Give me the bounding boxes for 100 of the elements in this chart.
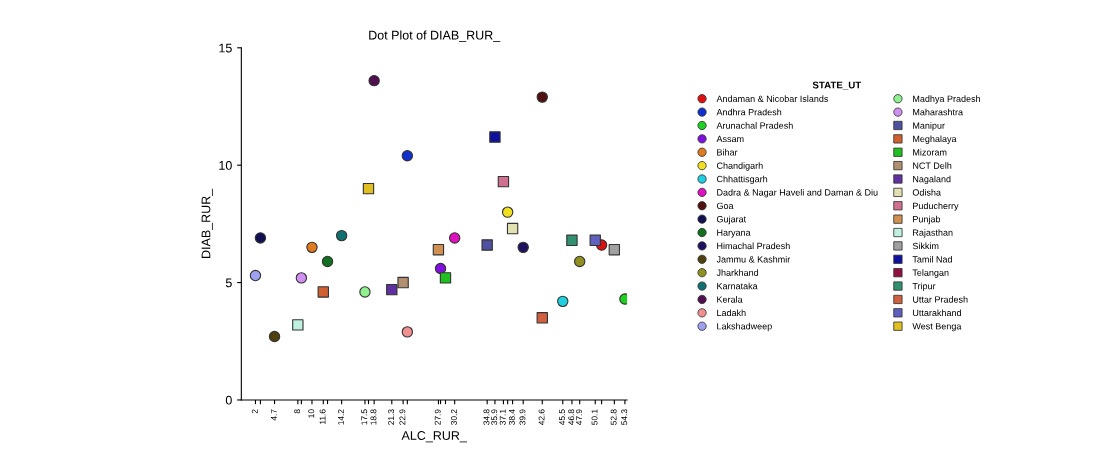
legend-label: Mizoram xyxy=(913,148,947,156)
point xyxy=(448,232,461,244)
legend-label: Uttarakhand xyxy=(913,309,961,317)
x-tick-label: 50.1 xyxy=(591,409,598,425)
legend-label: Dadra & Nagar Haveli and Daman & Diu xyxy=(717,189,878,198)
x-tick-label: 46.8 xyxy=(568,409,575,426)
point xyxy=(386,283,398,296)
x-tick-label: 52.8 xyxy=(610,409,617,425)
legend-label: NCT Delh xyxy=(913,162,952,169)
x-tick-label: 4.7 xyxy=(270,409,277,421)
point xyxy=(589,234,601,247)
legend-label: Lakshadweep xyxy=(717,322,772,332)
y-tick-label: 15 xyxy=(219,43,232,53)
point xyxy=(506,222,519,235)
x-tick-label: 38.4 xyxy=(508,409,515,425)
point xyxy=(295,272,308,284)
point xyxy=(397,276,409,289)
point xyxy=(434,262,447,275)
legend-label: Arunachal Pradesh xyxy=(716,122,793,129)
x-tick-label: 34.8 xyxy=(483,409,490,425)
point xyxy=(501,206,514,218)
y-tick-label: 10 xyxy=(219,160,232,170)
legend-label: Himachal Pradesh xyxy=(717,242,790,250)
legend-label: Puducherry xyxy=(913,202,959,211)
point xyxy=(268,330,281,343)
x-tick-label: 42.6 xyxy=(538,409,545,426)
legend-label: Nagaland xyxy=(913,175,951,185)
legend-label: Odisha xyxy=(912,189,941,196)
point xyxy=(432,244,445,256)
x-tick-label: 17.5 xyxy=(361,409,368,425)
legend-title: STATE_UT xyxy=(812,81,862,90)
legend-label: Goa xyxy=(716,202,734,210)
point xyxy=(489,131,501,143)
point xyxy=(481,239,493,251)
point xyxy=(362,182,375,195)
legend-label: Jharkhand xyxy=(716,269,759,276)
x-tick-label: 39.9 xyxy=(519,409,526,425)
legend-label: Haryana xyxy=(717,229,751,238)
legend-label: Bihar xyxy=(717,148,738,156)
point xyxy=(608,244,621,256)
legend-label: Ladakh xyxy=(717,309,746,317)
point xyxy=(359,286,371,298)
legend-label: Assam xyxy=(716,135,744,143)
x-tick-label: 35.9 xyxy=(491,409,498,425)
x-tick-label: 11.6 xyxy=(319,409,326,424)
x-tick-label: 22.9 xyxy=(399,409,406,425)
x-tick-label: 47.9 xyxy=(576,409,582,426)
legend-label: Manipur xyxy=(913,122,945,131)
legend-label: Sikkim xyxy=(912,242,939,250)
legend-label: Maharashtra xyxy=(913,108,964,116)
legend-label: Kerala xyxy=(717,296,743,303)
legend-label: Andaman & Nicobar Islands xyxy=(716,95,829,102)
point xyxy=(292,319,304,331)
legend-label: Gujarat xyxy=(716,215,747,225)
x-tick-label: 45.5 xyxy=(559,409,565,426)
y-tick-label: 0 xyxy=(225,395,232,405)
x-tick-label: 10 xyxy=(308,409,315,418)
x-tick-label: 18.8 xyxy=(370,409,377,425)
x-tick-label: 30.2 xyxy=(451,409,457,425)
legend-label: Meghalaya xyxy=(913,135,957,144)
point xyxy=(401,326,414,338)
x-axis-title: ALC_RUR_ xyxy=(401,431,467,443)
point xyxy=(249,269,262,282)
x-tick-label: 37.1 xyxy=(499,409,506,425)
legend-label: Andhra Pradesh xyxy=(716,108,782,116)
point xyxy=(321,255,334,268)
point xyxy=(497,175,510,188)
point xyxy=(619,293,628,305)
legend-label: Uttar Pradesh xyxy=(913,296,968,303)
point xyxy=(335,229,348,242)
x-tick-label: 21.3 xyxy=(388,409,395,425)
y-axis-title: DIAB_RUR_ xyxy=(201,188,213,258)
chart-title: Dot Plot of DIAB_RUR_ xyxy=(369,30,501,42)
y-tick-label: 5 xyxy=(225,278,232,288)
legend-label: Chhattisgarh xyxy=(716,175,768,185)
point xyxy=(401,150,414,162)
legend-label: Chandigarh xyxy=(716,162,763,171)
point xyxy=(536,312,548,324)
x-tick-label: 14.2 xyxy=(337,409,344,425)
point xyxy=(254,232,267,244)
legend-label: Madhya Pradesh xyxy=(913,95,981,104)
point xyxy=(536,91,548,103)
x-tick-label: 8 xyxy=(294,409,301,414)
legend-label: Karnataka xyxy=(717,282,758,290)
point xyxy=(574,255,586,268)
legend-label: Jammu & Kashmir xyxy=(716,255,791,263)
point xyxy=(439,272,452,284)
legend-label: Tamil Nad xyxy=(912,255,952,263)
legend-label: Punjab xyxy=(913,215,941,225)
legend-label: Rajasthan xyxy=(913,229,953,238)
x-tick-label: 27.9 xyxy=(434,409,441,425)
point xyxy=(557,295,569,308)
x-tick-label: 2 xyxy=(251,409,258,414)
point xyxy=(566,234,578,247)
point xyxy=(317,286,329,298)
point xyxy=(368,74,380,87)
point xyxy=(517,241,529,254)
point xyxy=(306,241,318,254)
legend-label: Tripur xyxy=(912,282,936,292)
legend-label: West Benga xyxy=(912,323,962,332)
